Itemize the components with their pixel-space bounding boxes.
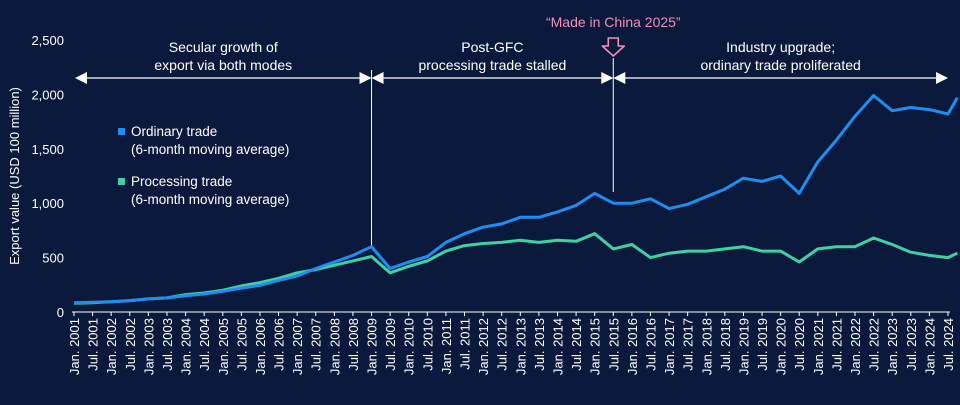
down-arrow-icon (601, 37, 626, 57)
x-tick-label: Jan. 2016 (625, 318, 640, 375)
y-tick-label: 0 (57, 305, 64, 320)
legend-swatch (118, 128, 125, 135)
phase-label: ordinary trade proliferated (700, 57, 860, 73)
x-tick-label: Jan. 2024 (922, 318, 937, 375)
x-tick-label: Jan. 2008 (327, 318, 342, 375)
y-axis-ticks: 0 500 1,000 1,500 2,000 2,500 Export value (US… (7, 33, 64, 320)
phase-arrowhead (613, 72, 626, 84)
x-tick-label: Jan. 2023 (885, 318, 900, 375)
phase-arrowhead (75, 72, 87, 84)
x-tick-label: Jul. 2008 (346, 318, 361, 371)
x-tick-label: Jan. 2021 (811, 318, 826, 375)
x-tick-label: Jul. 2019 (755, 318, 770, 371)
x-tick-label: Jan. 2019 (736, 318, 751, 375)
x-tick-label: Jan. 2011 (439, 318, 454, 374)
x-tick-label: Jul. 2023 (904, 318, 919, 371)
legend-swatch (118, 178, 125, 185)
x-tick-label: Jul. 2011 (458, 318, 473, 370)
x-tick-label: Jul. 2005 (234, 318, 249, 371)
phase-arrowhead (936, 72, 948, 84)
x-tick-label: Jul. 2016 (643, 318, 658, 371)
x-tick-label: Jan. 2004 (179, 318, 194, 375)
x-tick-label: Jan. 2012 (476, 318, 491, 375)
phase-label: Post-GFC (461, 39, 523, 55)
x-tick-label: Jan. 2022 (848, 318, 863, 375)
x-tick-label: Jan. 2002 (104, 318, 119, 375)
phase-label: Secular growth of (169, 39, 278, 55)
x-axis-ticks: Jan. 2001 Jul. 2001 Jan. 2002 Jul. 2002 Jan.… (67, 312, 956, 375)
x-tick-label: Jan. 2007 (290, 318, 305, 375)
phase-arrowhead (601, 72, 614, 84)
legend: Ordinary trade (6-month moving average) Pr… (118, 124, 289, 207)
y-tick-label: 500 (42, 251, 64, 266)
phase-arrowhead (359, 72, 372, 84)
x-tick-label: Jul. 2003 (160, 318, 175, 371)
x-tick-label: Jan. 2018 (699, 318, 714, 375)
x-tick-label: Jul. 2021 (829, 318, 844, 371)
x-tick-label: Jul. 2002 (123, 318, 138, 371)
x-tick-label: Jan. 2013 (513, 318, 528, 375)
x-tick-label: Jan. 2020 (774, 318, 789, 375)
series-lines (73, 94, 959, 305)
x-tick-label: Jul. 2007 (309, 318, 324, 371)
x-tick-label: Jul. 2012 (495, 318, 510, 371)
x-tick-label: Jul. 2018 (718, 318, 733, 371)
y-axis-label: Export value (USD 100 million) (7, 87, 22, 265)
x-tick-label: Jul. 2020 (792, 318, 807, 371)
y-tick-label: 2,000 (31, 87, 64, 102)
x-tick-label: Jul. 2013 (532, 318, 547, 371)
y-tick-label: 2,500 (31, 33, 64, 48)
x-tick-label: Jan. 2006 (253, 318, 268, 375)
y-tick-label: 1,500 (31, 142, 64, 157)
x-tick-label: Jan. 2014 (550, 318, 565, 375)
legend-label: (6-month moving average) (131, 192, 289, 207)
x-tick-label: Jul. 2004 (197, 318, 212, 371)
x-tick-label: Jul. 2022 (867, 318, 882, 371)
x-tick-label: Jan. 2001 (67, 318, 82, 375)
x-tick-label: Jul. 2014 (569, 318, 584, 371)
phase-label: processing trade stalled (418, 57, 566, 73)
x-tick-label: Jul. 2009 (383, 318, 398, 371)
x-tick-label: Jul. 2001 (86, 318, 101, 371)
phase-annotations: Secular growth of export via both modes Po… (75, 39, 948, 248)
x-tick-label: Jan. 2010 (402, 318, 417, 375)
x-tick-label: Jul. 2006 (272, 318, 287, 371)
x-tick-label: Jul. 2017 (681, 318, 696, 371)
y-tick-label: 1,000 (31, 196, 64, 211)
phase-label: Industry upgrade; (726, 39, 835, 55)
made-in-china-annotation: “Made in China 2025” (546, 14, 681, 57)
x-tick-label: Jul. 2024 (941, 318, 956, 371)
x-tick-label: Jan. 2015 (588, 318, 603, 375)
phase-label: export via both modes (154, 57, 292, 73)
phase-arrowhead (371, 72, 384, 84)
x-tick-label: Jan. 2009 (365, 318, 380, 375)
x-tick-label: Jul. 2015 (606, 318, 621, 371)
legend-label: (6-month moving average) (131, 142, 289, 157)
x-tick-label: Jan. 2017 (662, 318, 677, 375)
x-tick-label: Jan. 2003 (141, 318, 156, 375)
annotation-label: “Made in China 2025” (546, 14, 681, 30)
legend-label: Processing trade (131, 174, 232, 189)
x-tick-label: Jul. 2010 (420, 318, 435, 371)
x-tick-label: Jan. 2005 (216, 318, 231, 375)
series-line (73, 94, 959, 305)
legend-label: Ordinary trade (131, 124, 217, 139)
